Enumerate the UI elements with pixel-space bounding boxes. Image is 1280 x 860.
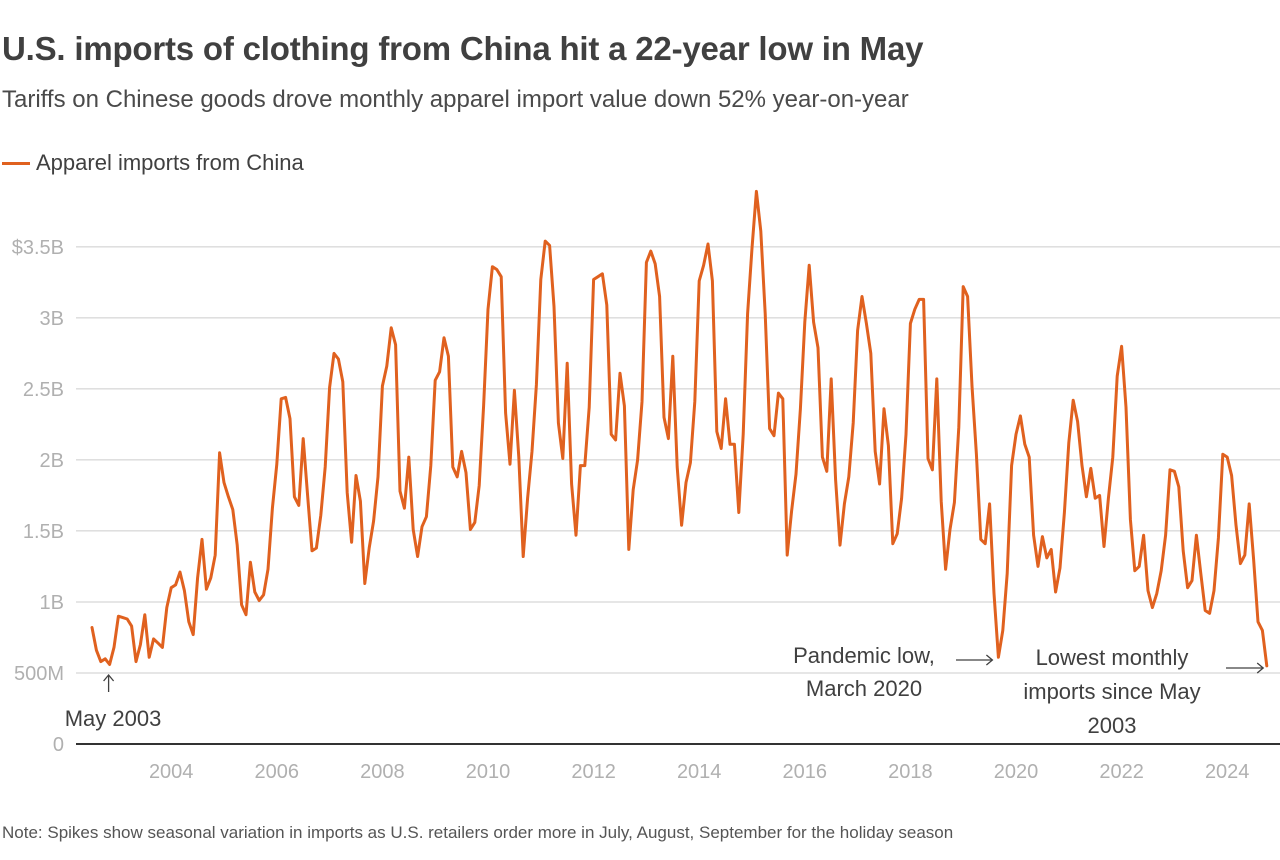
x-tick-label: 2006	[255, 761, 300, 783]
x-tick-label: 2012	[571, 761, 616, 783]
annotation-label: May 2003	[65, 706, 162, 731]
line-chart: 0 500M 1B 1.5B 2B 2.5B 3B $3.5B 2004 2006 2008 201…	[12, 189, 1280, 783]
x-tick-label: 2020	[994, 761, 1039, 783]
x-tick-label: 2016	[783, 761, 828, 783]
x-tick-label: 2014	[677, 761, 722, 783]
annotation-arrowhead	[103, 673, 115, 682]
y-tick-label: 1B	[40, 592, 64, 614]
legend-label: Apparel imports from China	[36, 150, 304, 175]
x-tick-label: 2004	[149, 761, 194, 783]
y-axis-ticks: 0 500M 1B 1.5B 2B 2.5B 3B $3.5B	[12, 237, 64, 756]
y-tick-label: 2B	[40, 450, 64, 472]
y-tick-label: 1.5B	[23, 521, 64, 543]
chart-note: Note: Spikes show seasonal variation in …	[2, 823, 954, 842]
y-tick-label: $3.5B	[12, 237, 64, 259]
annotation-label: Pandemic low,	[793, 643, 935, 668]
y-tick-label: 500M	[14, 663, 64, 685]
annotation-label: 2003	[1088, 713, 1137, 738]
annotation-may-2003: May 2003	[65, 673, 162, 731]
y-tick-label: 3B	[40, 308, 64, 330]
x-tick-label: 2022	[1099, 761, 1144, 783]
annotation-arrowhead	[1256, 662, 1265, 674]
series-line	[90, 189, 1269, 668]
annotation-arrowhead	[985, 654, 994, 666]
x-tick-label: 2010	[466, 761, 511, 783]
legend: Apparel imports from China	[2, 150, 304, 176]
chart-title: U.S. imports of clothing from China hit …	[2, 30, 924, 67]
y-tick-label: 2.5B	[23, 379, 64, 401]
x-axis: 2004 2006 2008 2010 2012 2014 2016 2018 2020 2022…	[76, 743, 1280, 783]
annotation-pandemic-low: Pandemic low, March 2020	[793, 643, 994, 701]
chart-subtitle: Tariffs on Chinese goods drove monthly a…	[2, 86, 909, 113]
legend-swatch	[2, 161, 30, 165]
x-tick-label: 2008	[360, 761, 405, 783]
annotation-label: Lowest monthly	[1036, 645, 1189, 670]
annotation-label: imports since May	[1023, 679, 1200, 704]
y-tick-label: 0	[53, 734, 64, 756]
x-tick-label: 2024	[1205, 761, 1250, 783]
annotation-lowest-monthly: Lowest monthly imports since May 2003	[1023, 645, 1265, 738]
series-layer	[90, 189, 1269, 668]
x-tick-label: 2018	[888, 761, 933, 783]
annotation-label: March 2020	[806, 676, 922, 701]
